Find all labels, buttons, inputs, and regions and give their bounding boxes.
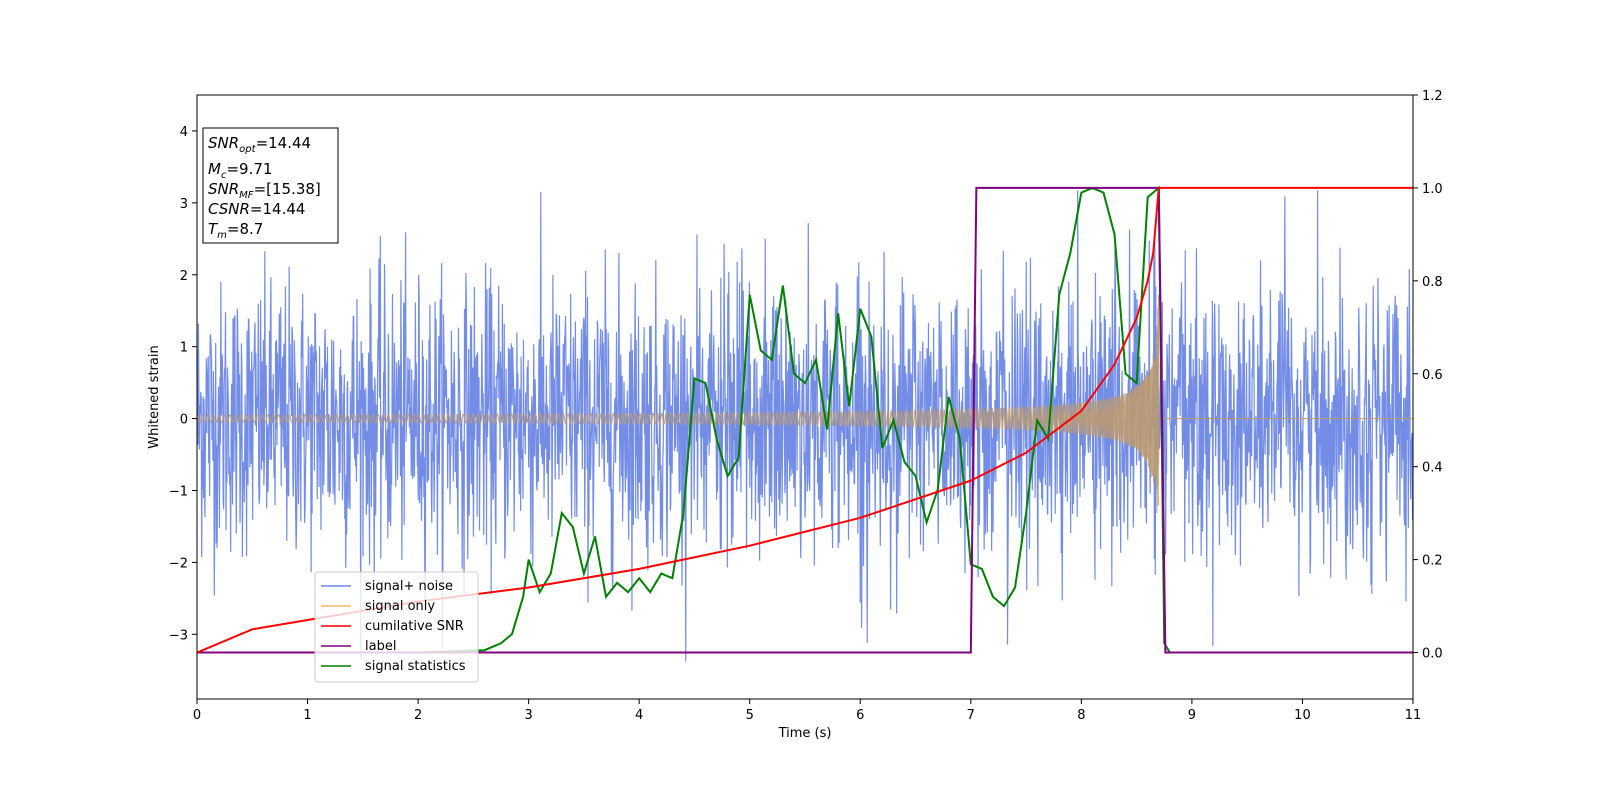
- x-tick-label: 9: [1188, 708, 1196, 723]
- y-right-tick-label: 0.6: [1422, 368, 1443, 383]
- legend-label-signal-only: signal only: [365, 599, 435, 614]
- x-tick-label: 8: [1077, 708, 1085, 723]
- info-box: SNRopt=14.44 Mc=9.71 SNRMF=[15.38] CSNR=…: [202, 127, 339, 244]
- x-tick-label: 2: [414, 708, 422, 723]
- legend-frame: [314, 571, 479, 683]
- x-tick-label: 6: [856, 708, 864, 723]
- csnr-value: =14.44: [250, 200, 306, 218]
- mc-value: =9.71: [226, 160, 272, 178]
- x-tick-label: 4: [635, 708, 643, 723]
- legend-label-signal-noise: signal+ noise: [365, 579, 453, 594]
- y-right-tick-label: 1.0: [1422, 182, 1443, 197]
- legend: signal+ noise signal only cumilative SNR…: [314, 571, 479, 683]
- signal-statistics-line: [197, 185, 1413, 654]
- y-right-tick-label: 0.2: [1422, 554, 1443, 569]
- x-tick-label: 5: [746, 708, 754, 723]
- y-left-tick-label: −2: [169, 556, 188, 571]
- snr-opt-subscript: opt: [239, 144, 256, 155]
- y-axis-left-ticks: −3 −2 −1 0 1 2 3 4: [169, 125, 197, 643]
- snr-mf-label: SNR: [208, 180, 239, 198]
- x-tick-label: 7: [967, 708, 975, 723]
- tm-value: =8.7: [227, 220, 263, 238]
- y-axis-title: Whitened strain: [147, 345, 162, 448]
- x-axis-title: Time (s): [778, 726, 832, 741]
- x-tick-label: 10: [1294, 708, 1311, 723]
- label-line: [197, 186, 1413, 654]
- y-right-tick-label: 1.2: [1422, 89, 1443, 104]
- snr-opt-text: SNRopt=14.44: [208, 134, 311, 155]
- y-right-tick-label: 0.8: [1422, 275, 1443, 290]
- csnr-label: CSNR: [208, 200, 250, 218]
- y-left-tick-label: 0: [180, 413, 188, 428]
- plot-area: [197, 185, 1413, 662]
- y-left-tick-label: 2: [180, 269, 188, 284]
- plot-frame: [196, 94, 1414, 700]
- signal-only-series: [197, 294, 1413, 514]
- x-tick-label: 11: [1405, 708, 1422, 723]
- tm-text: Tm=8.7: [208, 220, 263, 241]
- x-tick-label: 3: [524, 708, 532, 723]
- y-left-tick-label: 3: [180, 197, 188, 212]
- snr-mf-subscript: MF: [239, 190, 254, 201]
- mc-label: M: [208, 160, 221, 178]
- signal-noise-series: [197, 190, 1413, 662]
- signal-statistics-series: [197, 185, 1413, 654]
- label-series: [197, 186, 1413, 654]
- tm-subscript: m: [217, 230, 227, 241]
- x-tick-label: 1: [303, 708, 311, 723]
- y-right-tick-label: 0.0: [1422, 647, 1443, 662]
- signal-only-line: [197, 294, 1413, 514]
- snr-opt-label: SNR: [208, 134, 239, 152]
- legend-label-signal-statistics: signal statistics: [365, 659, 466, 674]
- y-left-tick-label: 1: [180, 341, 188, 356]
- y-left-tick-label: −3: [169, 628, 188, 643]
- y-left-tick-label: 4: [180, 125, 188, 140]
- y-left-tick-label: −1: [169, 484, 188, 499]
- x-axis-ticks: 0 1 2 3 4 5 6 7 8 9 10 11: [193, 699, 1421, 723]
- mc-text: Mc=9.71: [208, 160, 272, 181]
- signal-noise-line: [197, 190, 1413, 662]
- snr-opt-value: =14.44: [256, 134, 312, 152]
- snr-mf-value: =[15.38]: [254, 180, 321, 198]
- csnr-text: CSNR=14.44: [208, 200, 305, 218]
- x-tick-label: 0: [193, 708, 201, 723]
- legend-label-label: label: [365, 639, 396, 654]
- legend-label-cumulative-snr: cumilative SNR: [365, 619, 464, 634]
- y-right-tick-label: 0.4: [1422, 461, 1443, 476]
- info-box-frame: [202, 127, 339, 244]
- mc-subscript: c: [221, 170, 227, 181]
- tm-label: T: [208, 220, 219, 238]
- snr-mf-text: SNRMF=[15.38]: [208, 180, 321, 201]
- y-axis-right-ticks: 0.0 0.2 0.4 0.6 0.8 1.0 1.2: [1413, 89, 1443, 662]
